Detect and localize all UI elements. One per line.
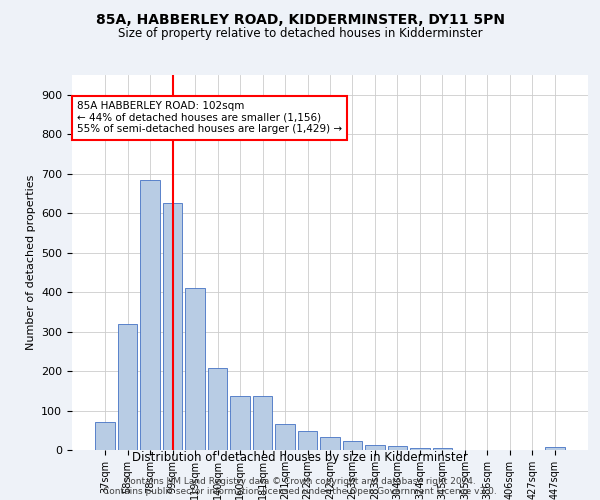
Bar: [320, 438, 340, 450]
Bar: [365, 446, 385, 450]
Text: Distribution of detached houses by size in Kidderminster: Distribution of detached houses by size …: [132, 451, 468, 464]
Bar: [545, 447, 565, 450]
Bar: [163, 204, 182, 450]
Y-axis label: Number of detached properties: Number of detached properties: [26, 175, 35, 350]
Bar: [388, 446, 407, 450]
Bar: [140, 180, 160, 450]
Text: 85A HABBERLEY ROAD: 102sqm
← 44% of detached houses are smaller (1,156)
55% of s: 85A HABBERLEY ROAD: 102sqm ← 44% of deta…: [77, 101, 342, 134]
Bar: [185, 288, 205, 450]
Text: Size of property relative to detached houses in Kidderminster: Size of property relative to detached ho…: [118, 28, 482, 40]
Text: 85A, HABBERLEY ROAD, KIDDERMINSTER, DY11 5PN: 85A, HABBERLEY ROAD, KIDDERMINSTER, DY11…: [95, 12, 505, 26]
Bar: [343, 442, 362, 450]
Bar: [253, 396, 272, 450]
Bar: [230, 396, 250, 450]
Bar: [410, 448, 430, 450]
Bar: [208, 368, 227, 450]
Bar: [298, 432, 317, 450]
Text: Contains HM Land Registry data © Crown copyright and database right 2024.: Contains HM Land Registry data © Crown c…: [124, 476, 476, 486]
Text: Contains public sector information licensed under the Open Government Licence v3: Contains public sector information licen…: [103, 486, 497, 496]
Bar: [433, 448, 452, 450]
Bar: [95, 422, 115, 450]
Bar: [275, 424, 295, 450]
Bar: [118, 324, 137, 450]
